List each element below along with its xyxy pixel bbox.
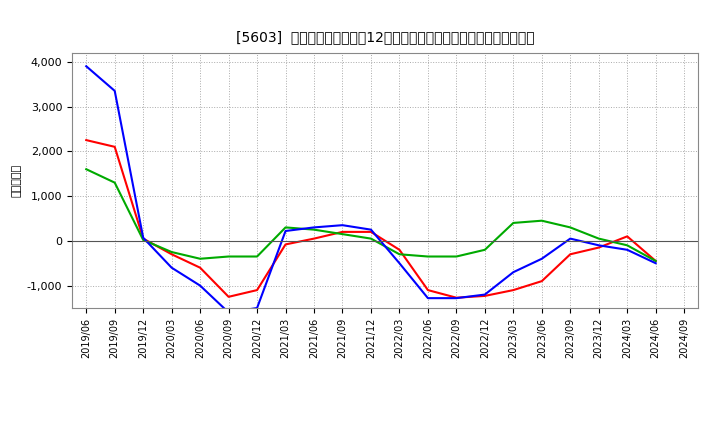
- 投資CF: [480, 247, 489, 253]
- フリーCF: [167, 265, 176, 270]
- 営業CF: [595, 245, 603, 250]
- 投資CF: [566, 225, 575, 230]
- フリーCF: [623, 247, 631, 253]
- フリーCF: [110, 88, 119, 93]
- フリーCF: [566, 236, 575, 241]
- 投資CF: [82, 167, 91, 172]
- フリーCF: [282, 228, 290, 234]
- 投資CF: [253, 254, 261, 259]
- フリーCF: [196, 283, 204, 288]
- 営業CF: [253, 287, 261, 293]
- 営業CF: [566, 252, 575, 257]
- フリーCF: [82, 64, 91, 69]
- 営業CF: [225, 294, 233, 300]
- フリーCF: [139, 235, 148, 240]
- 営業CF: [623, 234, 631, 239]
- 営業CF: [139, 236, 148, 241]
- フリーCF: [366, 227, 375, 232]
- 営業CF: [537, 279, 546, 284]
- Line: 投資CF: 投資CF: [86, 169, 656, 261]
- 投資CF: [196, 256, 204, 261]
- フリーCF: [253, 305, 261, 311]
- 投資CF: [338, 231, 347, 237]
- 投資CF: [110, 180, 119, 185]
- 営業CF: [338, 229, 347, 235]
- 営業CF: [480, 293, 489, 299]
- フリーCF: [338, 223, 347, 228]
- 投資CF: [167, 249, 176, 255]
- 営業CF: [452, 295, 461, 301]
- 投資CF: [282, 225, 290, 230]
- 投資CF: [652, 258, 660, 264]
- フリーCF: [652, 260, 660, 266]
- 営業CF: [110, 144, 119, 150]
- 営業CF: [282, 242, 290, 247]
- Y-axis label: （百万円）: （百万円）: [12, 164, 21, 197]
- フリーCF: [395, 260, 404, 266]
- 営業CF: [196, 265, 204, 270]
- 投資CF: [452, 254, 461, 259]
- Line: 営業CF: 営業CF: [86, 140, 656, 298]
- フリーCF: [509, 270, 518, 275]
- 投資CF: [395, 252, 404, 257]
- 営業CF: [509, 287, 518, 293]
- 投資CF: [225, 254, 233, 259]
- フリーCF: [452, 296, 461, 301]
- フリーCF: [225, 310, 233, 315]
- フリーCF: [537, 256, 546, 261]
- 投資CF: [366, 236, 375, 241]
- フリーCF: [480, 292, 489, 297]
- フリーCF: [310, 225, 318, 230]
- 投資CF: [509, 220, 518, 226]
- 投資CF: [139, 237, 148, 242]
- フリーCF: [595, 243, 603, 248]
- 営業CF: [423, 287, 432, 293]
- Title: [5603]  キャッシュフローの12か月移動合計の対前年同期増減額の推移: [5603] キャッシュフローの12か月移動合計の対前年同期増減額の推移: [236, 31, 534, 45]
- 投資CF: [623, 243, 631, 248]
- 投資CF: [423, 254, 432, 259]
- 営業CF: [366, 229, 375, 235]
- 投資CF: [310, 227, 318, 232]
- 営業CF: [310, 236, 318, 241]
- 営業CF: [652, 258, 660, 264]
- 投資CF: [537, 218, 546, 224]
- 営業CF: [82, 137, 91, 143]
- フリーCF: [423, 296, 432, 301]
- Line: フリーCF: フリーCF: [86, 66, 656, 312]
- 営業CF: [395, 247, 404, 253]
- 営業CF: [167, 252, 176, 257]
- 投資CF: [595, 236, 603, 241]
